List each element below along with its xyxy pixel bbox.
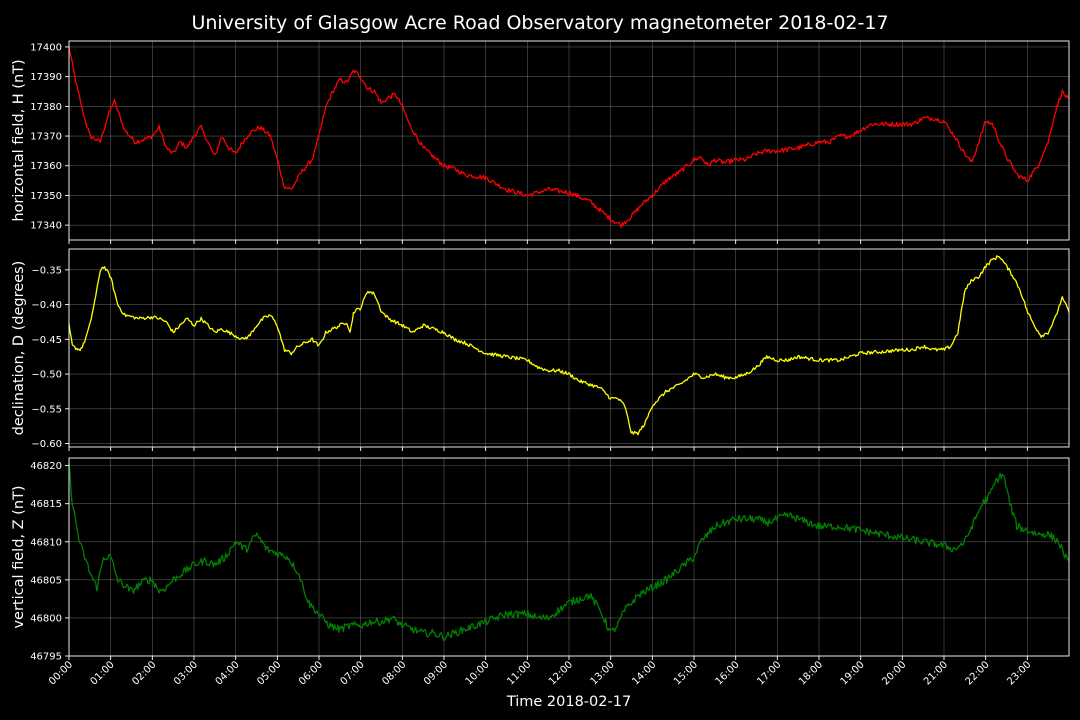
x-tick-label: 07:00: [339, 659, 367, 687]
x-tick-label: 13:00: [589, 659, 617, 687]
x-tick-label: 19:00: [839, 659, 867, 687]
x-tick-label: 15:00: [672, 659, 700, 687]
y-tick-label: 46820: [30, 461, 62, 472]
y-tick-label: 17400: [30, 42, 62, 53]
y-axis-label: vertical field, Z (nT): [11, 485, 27, 628]
plot-frame: [68, 40, 1070, 241]
x-tick-label: 18:00: [797, 659, 825, 687]
x-tick-label: 16:00: [714, 659, 742, 687]
panel-2: −0.60 −0.55 −0.50 −0.45 −0.40 −0.35 declinatio…: [11, 248, 1070, 451]
x-tick-label: 06:00: [297, 659, 325, 687]
x-tick-label: 04:00: [214, 659, 242, 687]
series-line: [68, 462, 1070, 642]
y-tick-label: 17370: [30, 132, 62, 143]
x-tick-label: 14:00: [630, 659, 658, 687]
y-tick-label: 46800: [30, 613, 62, 624]
x-tick-label: 21:00: [922, 659, 950, 687]
panel-3: 46795 46800 46805 46810 46815 46820 vertical f…: [11, 457, 1070, 663]
y-tick-label: 46810: [30, 537, 62, 548]
y-tick-label: −0.50: [31, 370, 62, 381]
series-line: [68, 46, 1070, 229]
x-axis-label: Time 2018-02-17: [506, 694, 631, 710]
y-tick-label: 17340: [30, 221, 62, 232]
x-tick-label: 00:00: [47, 659, 75, 687]
chart-panels: 17340 17350 17360 17370 17380 17390 17400horiz…: [11, 40, 1070, 663]
x-tick-label: 20:00: [880, 659, 908, 687]
y-tick-label: −0.40: [31, 300, 62, 311]
y-axis-label: declination, D (degrees): [11, 261, 27, 436]
y-tick-label: 17380: [30, 102, 62, 113]
x-tick-label: 08:00: [380, 659, 408, 687]
y-tick-label: −0.35: [31, 265, 62, 276]
x-tick-label: 03:00: [172, 659, 200, 687]
x-tick-label: 05:00: [255, 659, 283, 687]
y-tick-label: −0.60: [31, 439, 62, 450]
x-tick-label: 10:00: [464, 659, 492, 687]
x-tick-label: 01:00: [89, 659, 117, 687]
y-tick-label: 17350: [30, 191, 62, 202]
chart-title: University of Glasgow Acre Road Observat…: [191, 12, 888, 34]
plot-frame: [68, 457, 1070, 657]
x-tick-label: 22:00: [964, 659, 992, 687]
y-tick-label: −0.45: [31, 335, 62, 346]
x-tick-label: 02:00: [130, 659, 158, 687]
y-axis-label: horizontal field, H (nT): [11, 59, 27, 221]
x-tick-label: 17:00: [755, 659, 783, 687]
y-tick-label: 46795: [30, 652, 62, 663]
y-tick-label: −0.55: [31, 404, 62, 415]
plot-frame: [68, 248, 1070, 448]
x-tick-label: 12:00: [547, 659, 575, 687]
y-tick-label: 17390: [30, 72, 62, 83]
y-tick-label: 46815: [30, 499, 62, 510]
x-tick-label: 23:00: [1005, 659, 1033, 687]
y-tick-label: 17360: [30, 161, 62, 172]
series-line: [68, 255, 1070, 436]
panel-1: 17340 17350 17360 17370 17380 17390 17400horiz…: [11, 40, 1070, 244]
y-tick-label: 46805: [30, 575, 62, 586]
x-tick-label: 09:00: [422, 659, 450, 687]
x-tick-label: 11:00: [505, 659, 533, 687]
x-axis: 00:00 01:00 02:00 03:00 04:00 05:00 06:00 07:00…: [47, 659, 1033, 687]
